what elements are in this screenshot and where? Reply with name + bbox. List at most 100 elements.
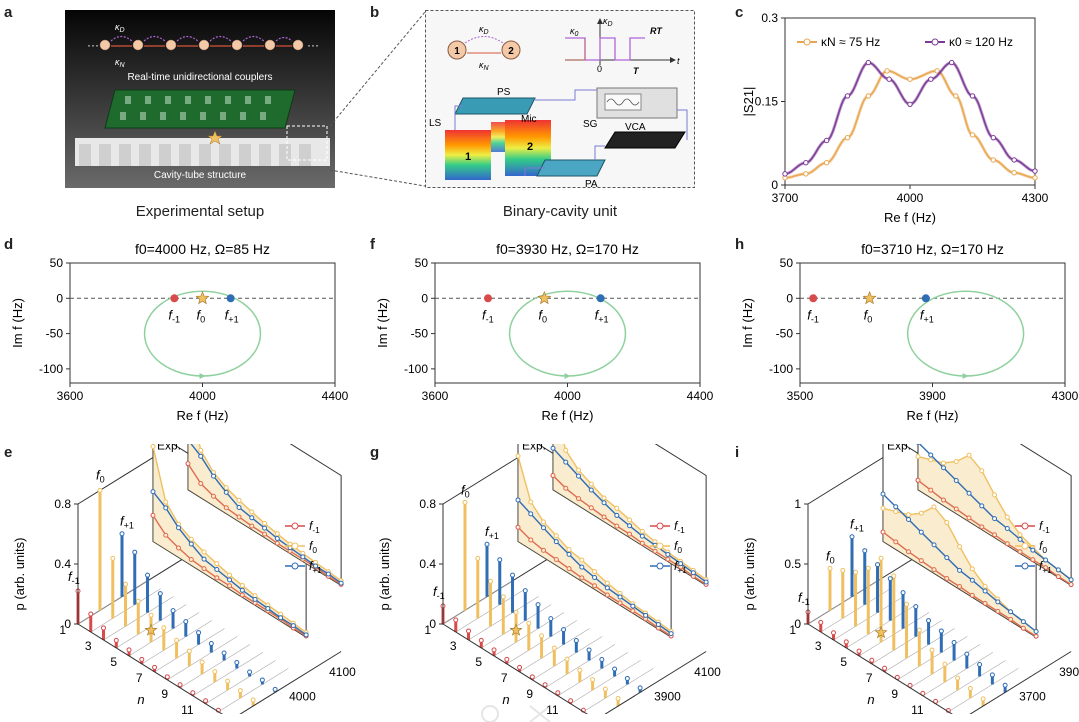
chart-i-stem-head: [828, 566, 832, 570]
chart-e-stem-head: [197, 631, 201, 635]
chart-e-sim-point: [339, 581, 343, 585]
caption-a: Experimental setup: [80, 203, 320, 220]
chart-c-point: [929, 77, 933, 81]
chart-h-xtick-label: 4300: [1052, 389, 1079, 403]
ps-board: [455, 98, 535, 114]
chart-e: Exp.Sim.00.40.8p (arb. units)135791113n4…: [0, 444, 360, 714]
chart-i-sim-point: [980, 504, 984, 508]
chart-g-ztick-label: 0.8: [419, 497, 436, 511]
chart-g-exp-point: [593, 575, 597, 579]
chart-g-sim-point: [564, 460, 568, 464]
chart-g-stem-head: [616, 697, 620, 701]
chart-h-ellipse: [908, 291, 1024, 376]
chart-i-exp-point: [881, 506, 885, 510]
couplers-text: Real-time unidirectional couplers: [127, 72, 272, 83]
chart-g-exp-point: [567, 552, 571, 556]
chart-g-legend-marker: [657, 563, 663, 569]
chart-i-stem-head: [990, 673, 994, 677]
ls-label: LS: [429, 118, 442, 129]
chart-e-ntick-label: 3: [85, 639, 92, 653]
chart-d-pole-f+1: [227, 294, 235, 302]
chart-g-sim-point: [602, 501, 606, 505]
chart-g-stem-head: [527, 621, 531, 625]
chart-f-frame: [435, 263, 700, 383]
chart-i-stem-head: [850, 535, 854, 539]
chart-i-exp-point: [1034, 630, 1038, 634]
chart-c-point: [1033, 169, 1037, 173]
chart-g-exp-point: [529, 500, 533, 504]
chart-d-pole-label: f-1: [168, 307, 180, 324]
chart-g-stem-head: [603, 687, 607, 691]
chart-i-exp-point: [945, 520, 949, 524]
chart-e-sim-point: [199, 454, 203, 458]
ps-label: PS: [497, 87, 511, 98]
chart-i-stem-head: [965, 652, 969, 656]
chart-i-sim-point: [954, 478, 958, 482]
pa-board: [537, 160, 605, 176]
chart-c-point: [804, 161, 808, 165]
chart-d-ytick-label: 0: [56, 291, 63, 305]
chart-e-exp-point: [189, 537, 193, 541]
chart-e-stem-head: [260, 678, 264, 682]
chart-g-exp-point: [580, 558, 584, 562]
chart-i-exp-point: [958, 545, 962, 549]
chart-g-stem-head: [625, 676, 629, 680]
mic-label: Mic: [521, 114, 537, 125]
chart-g-ztick-label: 0.4: [419, 557, 436, 571]
chart-f-xtick-label: 4400: [687, 389, 714, 403]
chart-c-point: [908, 77, 912, 81]
chart-c-point: [845, 94, 849, 98]
panel-label-b: b: [370, 4, 379, 21]
chart-c-legend-0: κ0 ≈ 120 Hz: [949, 35, 1013, 49]
chart-g-ntick-label: 3: [450, 639, 457, 653]
chart-g-exp-point: [516, 498, 520, 502]
chart-c-point: [866, 60, 870, 64]
chart-i-legend-marker: [1022, 563, 1028, 569]
chart-g-exp-point: [618, 595, 622, 599]
chart-c-ytick-label: 0.15: [755, 95, 779, 109]
chart-g-stem-head: [540, 634, 544, 638]
chart-g-sim-point: [640, 534, 644, 538]
chart-g-exp-point: [656, 622, 660, 626]
chart-f-xlabel: Re f (Hz): [542, 408, 594, 423]
chart-g-stem-head: [463, 500, 467, 504]
svg-text:···: ···: [87, 38, 99, 52]
chart-e-exp-point: [189, 542, 193, 546]
chart-g-stem-head: [574, 639, 578, 643]
chart-i-legend-marker: [1022, 543, 1028, 549]
chart-h-pole-f+1: [922, 294, 930, 302]
chart-f-ytick-label: 0: [421, 291, 428, 305]
chart-e-exp-point: [266, 607, 270, 611]
chart-g-stem-head: [565, 657, 569, 661]
chart-e-stem-head: [191, 691, 195, 695]
chart-c-xlabel: Re f (Hz): [884, 210, 936, 225]
chart-g-zlabel: p (arb. units): [377, 538, 392, 611]
chart-g-ftick-label: 4100: [694, 665, 721, 679]
chart-f-title: f0=3930 Hz, Ω=170 Hz: [496, 241, 639, 257]
chart-e-exp-point: [291, 624, 295, 628]
chart-d-xtick-label: 3600: [57, 389, 84, 403]
chart-g-exp-point: [554, 540, 558, 544]
chart-c-point: [845, 135, 849, 139]
chart-e-stem-head: [171, 609, 175, 613]
chart-e-stem-head: [162, 626, 166, 630]
chart-i-stem-head: [927, 619, 931, 623]
zoom-lines: [330, 10, 430, 190]
chart-g-sim-point: [691, 571, 695, 575]
chart-i-stem-head: [939, 629, 943, 633]
chart-i-stem-head: [978, 662, 982, 666]
chart-i-ntick-label: 1: [789, 623, 796, 637]
chart-i-exp-point: [907, 517, 911, 521]
chart-h-ylabel: Im f (Hz): [740, 298, 755, 348]
chart-g-stem-head: [485, 542, 489, 546]
chart-g-exp-point: [631, 604, 635, 608]
chart-g-stem-head: [498, 558, 502, 562]
chart-i-stem-head: [883, 666, 887, 670]
chart-c-legend-n: κN ≈ 75 Hz: [821, 35, 880, 49]
chart-d-xtick-label: 4000: [189, 389, 216, 403]
chart-i-ntick-label: 11: [911, 703, 924, 714]
chart-g-stem-head: [454, 618, 458, 622]
